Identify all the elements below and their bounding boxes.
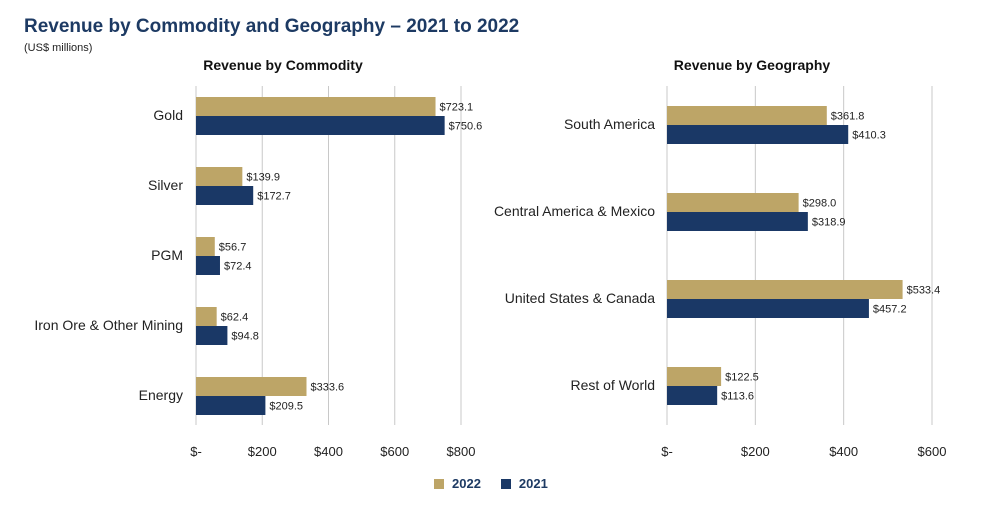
bar-2022-rest-of-world [667, 367, 722, 386]
bar-2021-united-states-and-canada [667, 299, 869, 318]
x-tick-label: $600 [918, 444, 947, 459]
category-label-central-america-and-mexico: Central America & Mexico [494, 203, 655, 219]
bar-2021-rest-of-world [667, 386, 718, 405]
legend-swatch-2021 [500, 478, 511, 489]
data-label-2022-energy: $333.6 [311, 382, 345, 394]
legend: 2022 2021 [434, 476, 568, 491]
geography-chart: Revenue by Geography $- $200 $400 $600 South … [494, 57, 947, 459]
data-label-2022-gold: $723.1 [440, 102, 474, 114]
data-label-2022-south-america: $361.8 [831, 111, 865, 123]
bar-2021-energy [196, 396, 266, 415]
category-label-silver: Silver [148, 177, 183, 193]
x-tick-label: $400 [829, 444, 858, 459]
bar-2022-energy [196, 377, 307, 396]
bar-2022-central-america-and-mexico [667, 193, 799, 212]
legend-label-2021: 2021 [518, 476, 548, 491]
chart-title: Revenue by Commodity [203, 57, 363, 73]
data-label-2021-iron-ore-and-other-mining: $94.8 [231, 331, 259, 343]
x-tick-label: $800 [447, 444, 476, 459]
x-tick-label: $400 [314, 444, 343, 459]
data-label-2021-silver: $172.7 [257, 191, 291, 203]
bar-2022-iron-ore-and-other-mining [196, 307, 217, 326]
legend-item-2022: 2022 [434, 476, 481, 491]
bar-2021-silver [196, 186, 254, 205]
bar-2021-iron-ore-and-other-mining [196, 326, 228, 345]
x-tick-label: $600 [380, 444, 409, 459]
bar-2021-south-america [667, 125, 849, 144]
legend-label-2022: 2022 [452, 476, 481, 491]
category-label-gold: Gold [153, 107, 183, 123]
data-label-2022-iron-ore-and-other-mining: $62.4 [221, 312, 249, 324]
category-label-rest-of-world: Rest of World [570, 377, 655, 393]
bar-2021-central-america-and-mexico [667, 212, 808, 231]
x-tick-label: $200 [741, 444, 770, 459]
category-label-energy: Energy [139, 387, 183, 403]
x-tick-label: $- [661, 444, 673, 459]
page-title: Revenue by Commodity and Geography – 202… [24, 16, 520, 37]
legend-item-2021: 2021 [500, 476, 548, 491]
bar-2022-pgm [196, 237, 215, 256]
data-label-2021-pgm: $72.4 [224, 261, 252, 273]
x-tick-label: $200 [248, 444, 277, 459]
x-tick-label: $- [190, 444, 202, 459]
data-label-2021-south-america: $410.3 [852, 130, 886, 142]
data-label-2021-rest-of-world: $113.6 [721, 391, 754, 403]
data-label-2021-energy: $209.5 [269, 401, 303, 413]
bar-2022-gold [196, 97, 436, 116]
bar-2022-silver [196, 167, 243, 186]
data-label-2022-united-states-and-canada: $533.4 [907, 285, 941, 297]
category-label-south-america: South America [564, 116, 655, 132]
category-label-iron-ore-and-other-mining: Iron Ore & Other Mining [34, 317, 183, 333]
bar-2021-pgm [196, 256, 220, 275]
data-label-2022-central-america-and-mexico: $298.0 [803, 198, 837, 210]
bar-2022-united-states-and-canada [667, 280, 903, 299]
units-subtitle: (US$ millions) [24, 42, 93, 54]
data-label-2022-rest-of-world: $122.5 [725, 372, 759, 384]
commodity-chart: Revenue by Commodity $- $200 $400 $600 $800 Go… [34, 57, 482, 459]
chart-title: Revenue by Geography [674, 57, 831, 73]
legend-swatch-2022 [434, 478, 444, 489]
data-label-2022-silver: $139.9 [246, 172, 280, 184]
bar-2021-gold [196, 116, 445, 135]
data-label-2021-central-america-and-mexico: $318.9 [812, 217, 846, 229]
bar-2022-south-america [667, 106, 827, 125]
data-label-2021-gold: $750.6 [449, 121, 483, 133]
data-label-2021-united-states-and-canada: $457.2 [873, 304, 907, 316]
category-label-united-states-and-canada: United States & Canada [505, 290, 655, 306]
category-label-pgm: PGM [151, 247, 183, 263]
data-label-2022-pgm: $56.7 [219, 242, 247, 254]
